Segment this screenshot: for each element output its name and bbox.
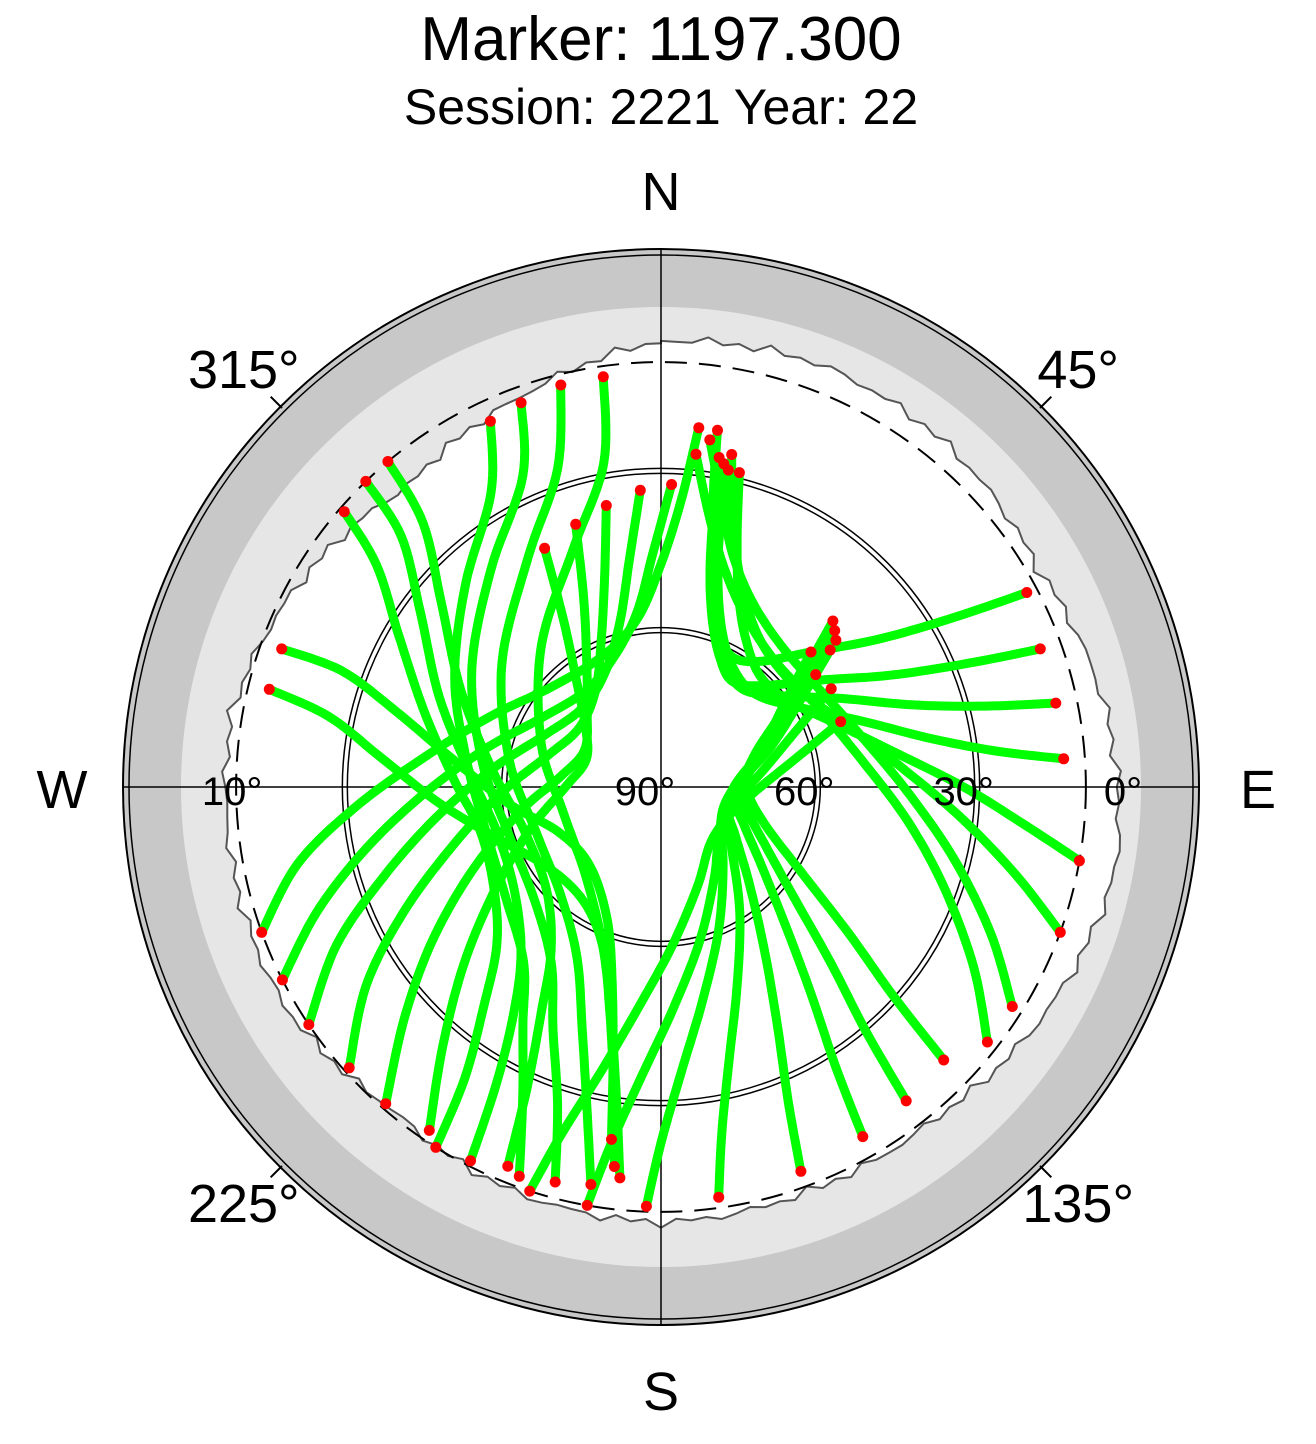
satellite-track [705, 435, 1017, 1011]
track-endpoint [981, 1036, 993, 1048]
compass-south: S [643, 1362, 679, 1422]
chart-subtitle: Session: 2221 Year: 22 [404, 79, 918, 135]
track-endpoint [690, 448, 702, 460]
track-endpoint [1073, 855, 1085, 867]
track-endpoint [608, 1161, 620, 1172]
satellite-track [730, 635, 868, 1142]
track-endpoint [585, 1179, 597, 1190]
track-endpoint [380, 1098, 392, 1110]
track-endpoint [303, 1019, 315, 1031]
elevation-label-60: 60° [774, 770, 835, 814]
azimuth-label-45: 45° [1037, 340, 1119, 400]
track-endpoint [640, 1200, 652, 1212]
track-endpoint [338, 506, 350, 518]
track-endpoint [805, 646, 817, 658]
track-endpoint [1034, 643, 1046, 655]
elevation-label-10: 10° [202, 770, 263, 814]
azimuth-tick-135 [1039, 1165, 1053, 1179]
elevation-labels: 90° 60° 30° 0° 10° [202, 770, 1142, 814]
track-endpoint [824, 644, 836, 656]
track-endpoint [360, 475, 372, 487]
track-endpoint [606, 1133, 617, 1145]
track-endpoint [666, 479, 678, 490]
track-endpoint [614, 1172, 626, 1184]
track-endpoint [276, 643, 288, 655]
track-endpoint [1021, 587, 1033, 598]
track-endpoint [1058, 753, 1070, 765]
azimuth-label-315: 315° [188, 340, 300, 400]
track-endpoint [795, 1165, 807, 1177]
track-endpoint [515, 397, 527, 409]
track-endpoint [827, 615, 839, 627]
track-endpoint [825, 683, 837, 695]
track-endpoint [263, 683, 275, 695]
track-endpoint [829, 625, 841, 637]
track-endpoints [256, 371, 1085, 1212]
track-endpoint [555, 379, 567, 391]
satellite-track [424, 543, 593, 1135]
satellite-track [257, 423, 704, 937]
track-endpoint [276, 974, 288, 986]
satellite-tracks [257, 372, 1084, 1211]
azimuth-tick-225 [269, 1165, 283, 1179]
track-endpoint [600, 500, 612, 511]
chart-title: Marker: 1197.300 [420, 5, 901, 74]
track-endpoint [693, 422, 705, 434]
azimuth-label-225: 225° [188, 1174, 300, 1234]
track-endpoint [704, 434, 716, 446]
track-endpoint [423, 1124, 435, 1136]
track-endpoint [1006, 1001, 1018, 1012]
track-endpoint [549, 1176, 561, 1188]
track-endpoint [343, 1062, 355, 1074]
track-endpoint [1050, 697, 1062, 709]
track-endpoint [570, 518, 582, 530]
compass-west: W [37, 760, 88, 820]
azimuth-tick-45 [1039, 395, 1053, 409]
satellite-track [304, 485, 645, 1030]
track-endpoint [733, 467, 745, 479]
track-endpoint [256, 926, 268, 938]
track-endpoint [597, 371, 609, 383]
satellite-track [344, 501, 611, 1073]
elevation-label-90: 90° [615, 770, 676, 814]
satellite-track [277, 480, 677, 985]
track-endpoint [726, 449, 738, 460]
track-endpoint [810, 669, 822, 681]
track-endpoint [900, 1095, 912, 1107]
satellite-track [264, 684, 619, 1171]
track-endpoint [1054, 926, 1066, 938]
azimuth-labels: 45° 135° 225° 315° [188, 340, 1134, 1234]
satellite-track [496, 380, 596, 1189]
track-endpoint [382, 456, 394, 467]
azimuth-tick-315 [269, 395, 283, 409]
track-endpoint [713, 1191, 725, 1203]
track-endpoint [502, 1160, 514, 1172]
satellite-track [381, 519, 592, 1109]
satellite-track [467, 398, 563, 1187]
track-endpoint [430, 1141, 442, 1153]
satellite-track [525, 717, 846, 1196]
track-endpoint [835, 716, 847, 728]
track-endpoint [830, 634, 842, 646]
elevation-label-30: 30° [933, 770, 994, 814]
satellite-track [582, 684, 836, 1210]
azimuth-ticks [269, 395, 1053, 1179]
track-endpoint [484, 415, 496, 427]
track-endpoint [524, 1185, 536, 1197]
compass-east: E [1240, 760, 1276, 820]
track-endpoint [713, 452, 725, 463]
track-endpoint [581, 1199, 593, 1211]
track-endpoint [539, 542, 551, 554]
azimuth-label-135: 135° [1022, 1174, 1134, 1234]
elevation-label-0: 0° [1104, 770, 1142, 814]
track-endpoint [857, 1131, 869, 1143]
satellite-track [708, 425, 1032, 667]
track-endpoint [712, 424, 723, 436]
track-endpoint [634, 484, 646, 496]
compass-north: N [642, 162, 681, 222]
track-endpoint [465, 1155, 476, 1167]
track-endpoint [938, 1054, 950, 1066]
track-endpoint [513, 1170, 525, 1182]
